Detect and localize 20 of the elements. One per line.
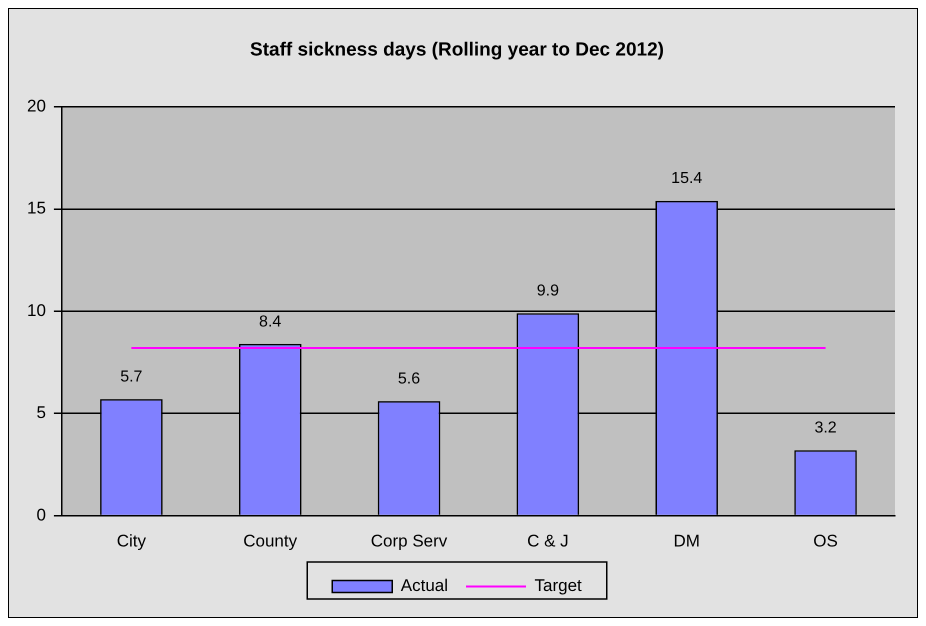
y-tick-label: 15 (26, 198, 46, 218)
legend-label: Actual (400, 576, 448, 596)
x-tick-label: DM (674, 531, 700, 550)
data-label: 9.9 (536, 282, 560, 300)
y-tick-label: 20 (26, 96, 46, 116)
data-label: 8.4 (259, 313, 282, 330)
legend-label: Target (534, 576, 582, 596)
x-tick-label: Corp Serv (370, 531, 448, 550)
data-label: 3.2 (814, 420, 837, 437)
y-tick-label: 0 (36, 505, 46, 524)
data-label: 5.7 (120, 368, 143, 386)
data-label: 15.4 (671, 170, 702, 188)
data-label: 5.6 (398, 370, 420, 388)
x-tick-label: OS (813, 531, 838, 550)
chart-title: Staff sickness days (Rolling year to Dec 2012) (250, 40, 664, 61)
y-tick-label: 10 (26, 300, 46, 320)
x-tick-label: City (116, 531, 146, 550)
y-tick-label: 5 (36, 403, 46, 422)
x-tick-label: C & J (527, 531, 569, 550)
x-tick-label: County (243, 531, 298, 550)
